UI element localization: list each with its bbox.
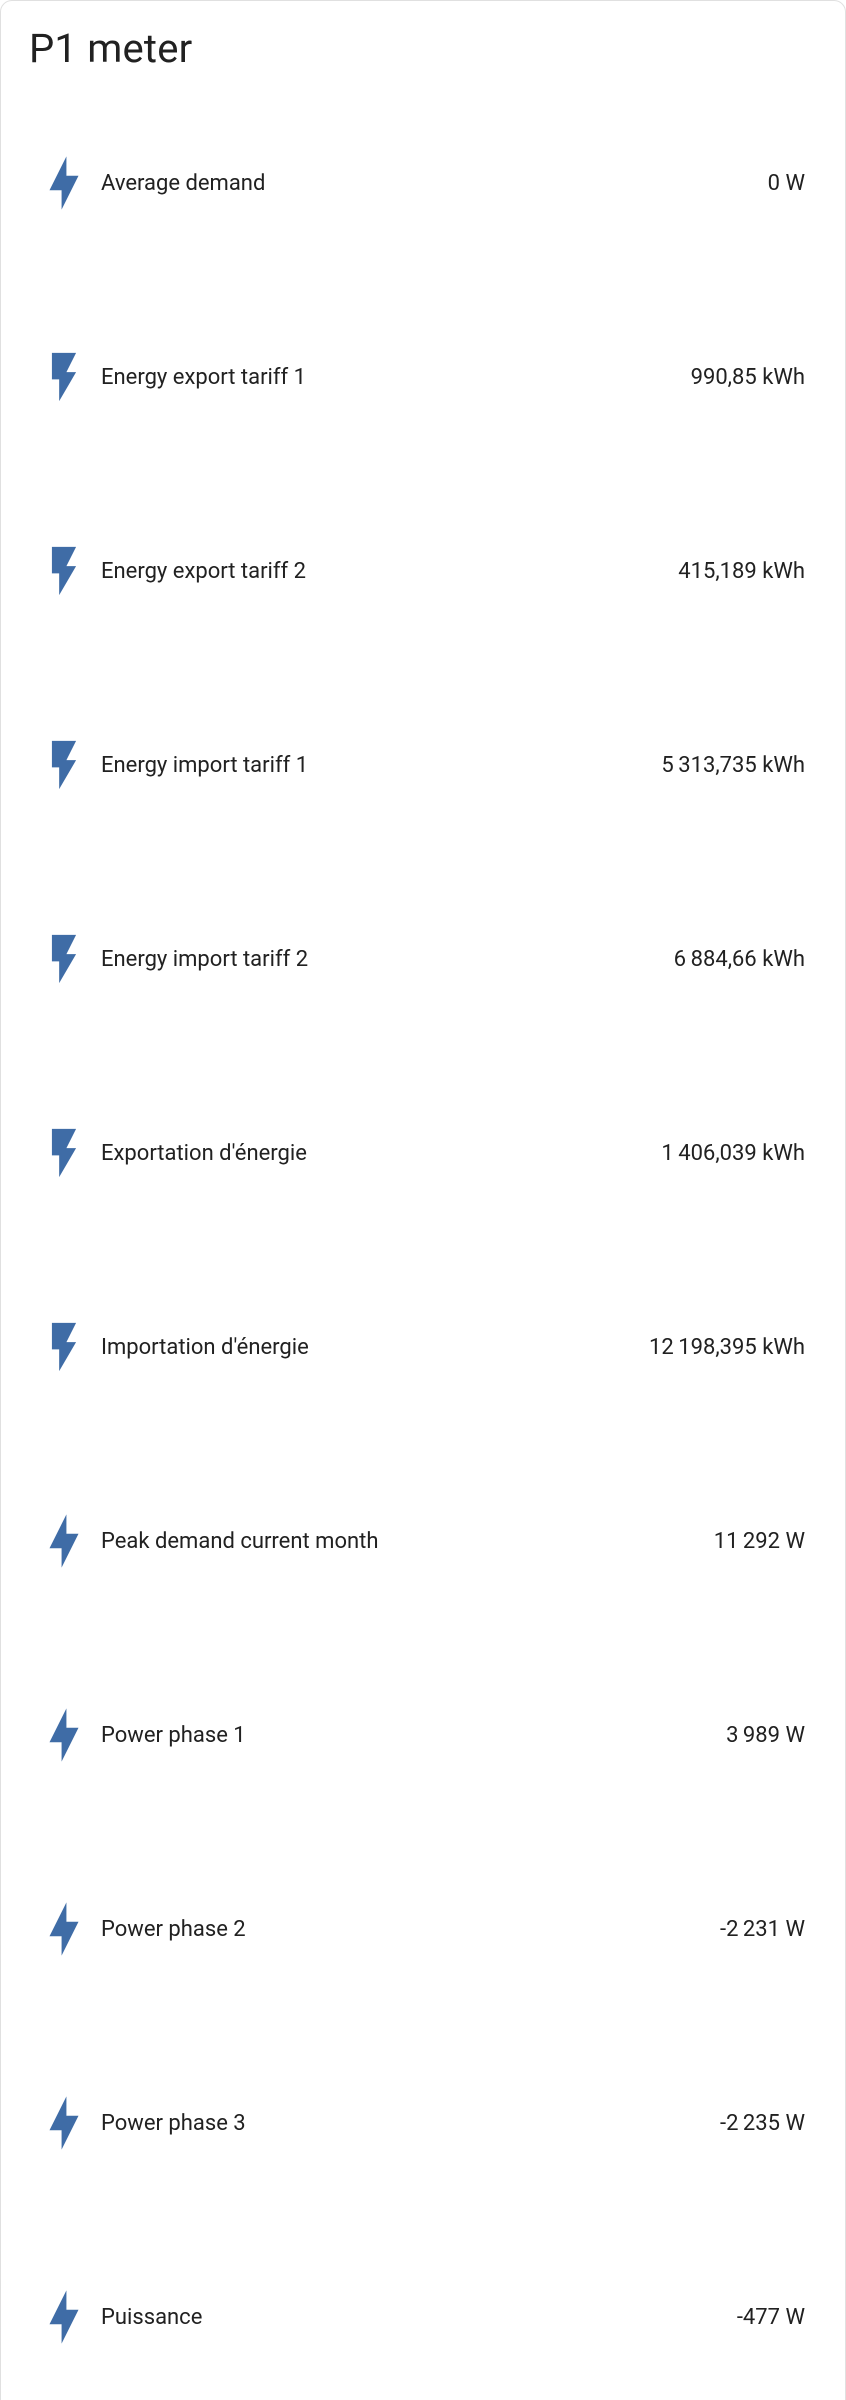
entity-value: 12 198,395 kWh: [649, 1335, 811, 1360]
entity-value: 5 313,735 kWh: [661, 753, 811, 778]
entity-value: -2 235 W: [720, 2111, 811, 2136]
lightning-bolt-icon: [35, 2242, 93, 2392]
entity-label: Puissance: [93, 2305, 737, 2330]
entity-label: Peak demand current month: [93, 1529, 714, 1554]
entity-list: Average demand0 WEnergy export tariff 19…: [25, 86, 821, 2400]
entity-row[interactable]: Exportation d'énergie1 406,039 kWh: [25, 1056, 821, 1250]
flash-icon: [35, 884, 93, 1034]
entity-row[interactable]: Power phase 3-2 235 W: [25, 2026, 821, 2220]
entity-row[interactable]: Energy export tariff 2415,189 kWh: [25, 474, 821, 668]
lightning-bolt-icon: [35, 108, 93, 258]
entity-label: Energy import tariff 2: [93, 947, 674, 972]
flash-icon: [35, 1272, 93, 1422]
entity-value: 6 884,66 kWh: [674, 947, 811, 972]
entity-value: -477 W: [737, 2305, 811, 2330]
entity-value: 3 989 W: [726, 1723, 811, 1748]
flash-icon: [35, 1078, 93, 1228]
entity-value: 0 W: [768, 171, 811, 196]
entity-label: Exportation d'énergie: [93, 1141, 661, 1166]
entity-label: Average demand: [93, 171, 768, 196]
entity-row[interactable]: Puissance-477 W: [25, 2220, 821, 2400]
entity-row[interactable]: Importation d'énergie12 198,395 kWh: [25, 1250, 821, 1444]
entity-label: Energy import tariff 1: [93, 753, 661, 778]
p1-meter-card: P1 meter Average demand0 WEnergy export …: [0, 0, 846, 2400]
entity-label: Power phase 3: [93, 2111, 720, 2136]
lightning-bolt-icon: [35, 1466, 93, 1616]
lightning-bolt-icon: [35, 1660, 93, 1810]
entity-label: Power phase 2: [93, 1917, 720, 1942]
entity-value: 415,189 kWh: [678, 559, 811, 584]
entity-row[interactable]: Power phase 2-2 231 W: [25, 1832, 821, 2026]
entity-row[interactable]: Average demand0 W: [25, 86, 821, 280]
entity-label: Energy export tariff 1: [93, 365, 691, 390]
entity-value: -2 231 W: [720, 1917, 811, 1942]
flash-icon: [35, 302, 93, 452]
flash-icon: [35, 496, 93, 646]
entity-row[interactable]: Peak demand current month11 292 W: [25, 1444, 821, 1638]
lightning-bolt-icon: [35, 1854, 93, 2004]
card-title: P1 meter: [29, 25, 817, 72]
entity-row[interactable]: Energy export tariff 1990,85 kWh: [25, 280, 821, 474]
entity-row[interactable]: Energy import tariff 26 884,66 kWh: [25, 862, 821, 1056]
entity-label: Energy export tariff 2: [93, 559, 678, 584]
entity-row[interactable]: Power phase 13 989 W: [25, 1638, 821, 1832]
flash-icon: [35, 690, 93, 840]
lightning-bolt-icon: [35, 2048, 93, 2198]
entity-value: 11 292 W: [714, 1529, 811, 1554]
entity-row[interactable]: Energy import tariff 15 313,735 kWh: [25, 668, 821, 862]
entity-label: Power phase 1: [93, 1723, 726, 1748]
entity-label: Importation d'énergie: [93, 1335, 649, 1360]
entity-value: 990,85 kWh: [691, 365, 811, 390]
entity-value: 1 406,039 kWh: [661, 1141, 811, 1166]
